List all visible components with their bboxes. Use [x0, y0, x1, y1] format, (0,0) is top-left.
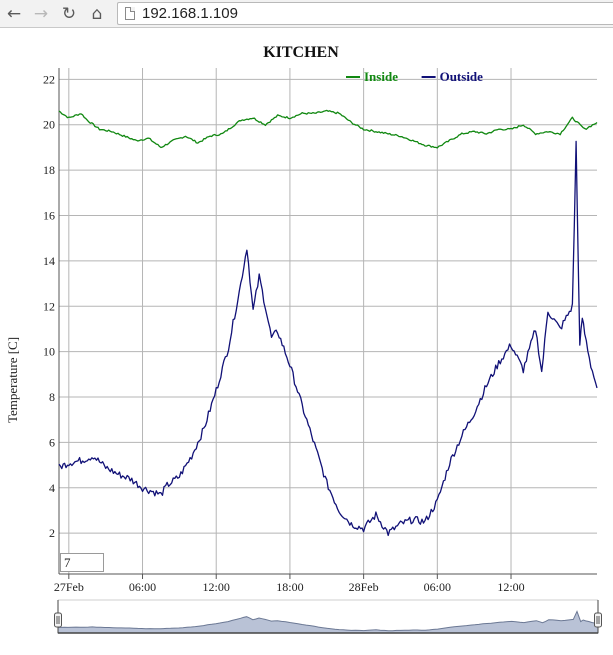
forward-arrow-icon[interactable]: → [33, 4, 49, 24]
chart-grid [59, 68, 597, 574]
x-tick-label: 27Feb [54, 580, 84, 594]
home-icon[interactable]: ⌂ [91, 4, 103, 24]
y-tick-label: 4 [49, 481, 55, 495]
x-tick-label: 28Feb [349, 580, 379, 594]
x-tick-label: 18:00 [276, 580, 303, 594]
y-tick-label: 20 [43, 118, 55, 132]
y-tick-label: 18 [43, 163, 55, 177]
y-tick-label: 8 [49, 390, 55, 404]
chart-legend: Inside Outside [346, 69, 483, 84]
reload-icon[interactable]: ↻ [61, 4, 77, 24]
chart-title: KITCHEN [263, 44, 339, 61]
x-tick-label: 12:00 [203, 580, 230, 594]
browser-toolbar: ← → ↻ ⌂ 192.168.1.109 [0, 0, 613, 28]
y-axis-label: Temperature [C] [5, 337, 20, 423]
chart-series [58, 109, 598, 537]
chart-axes: 2 4 6 8 10 12 14 16 18 20 22 27Feb 06:00 12:00 18:00 28… [43, 68, 597, 594]
legend-item-inside[interactable]: Inside [364, 69, 398, 84]
x-tick-label: 06:00 [424, 580, 451, 594]
legend-item-outside[interactable]: Outside [440, 69, 484, 84]
range-input[interactable] [60, 553, 104, 572]
y-tick-label: 10 [43, 345, 55, 359]
page-icon [125, 7, 135, 20]
chart: KITCHEN 2 4 6 8 10 12 14 16 18 20 22 27Feb 06:00 12:0… [5, 44, 602, 634]
url-text: 192.168.1.109 [142, 5, 238, 22]
y-tick-label: 16 [43, 208, 55, 222]
x-tick-label: 12:00 [497, 580, 524, 594]
navigator-right-handle[interactable] [594, 612, 602, 628]
y-tick-label: 2 [49, 526, 55, 540]
x-tick-label: 06:00 [129, 580, 156, 594]
y-tick-label: 6 [49, 435, 55, 449]
series-line-outside [58, 140, 598, 537]
y-tick-label: 12 [43, 299, 55, 313]
back-arrow-icon[interactable]: ← [6, 4, 22, 24]
series-line-inside [58, 109, 598, 149]
range-navigator[interactable] [54, 599, 602, 634]
navigator-left-handle[interactable] [54, 612, 62, 628]
navigator-area [57, 610, 599, 634]
y-tick-label: 22 [43, 72, 55, 86]
address-bar[interactable]: 192.168.1.109 [117, 2, 613, 25]
y-tick-label: 14 [43, 254, 55, 268]
